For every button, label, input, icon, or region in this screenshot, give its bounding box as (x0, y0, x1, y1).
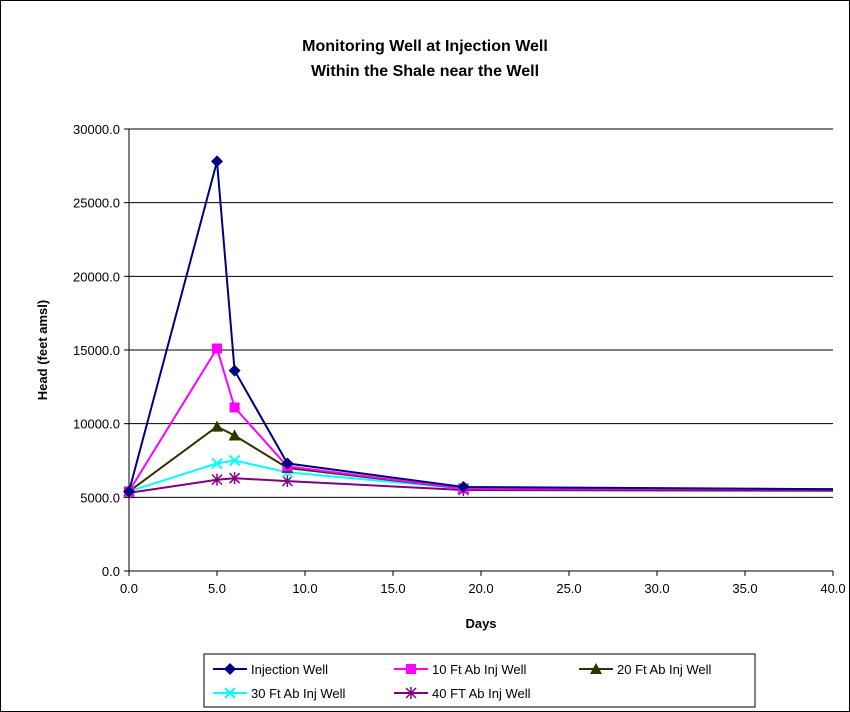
chart-subtitle: Within the Shale near the Well (311, 63, 539, 80)
x-tick-label: 25.0 (556, 581, 581, 596)
legend-box (203, 653, 756, 708)
legend-marker (590, 663, 602, 674)
data-point (211, 155, 223, 168)
series-1 (123, 155, 834, 498)
data-point (281, 475, 293, 488)
series-line (128, 161, 834, 492)
legend-marker (224, 663, 236, 675)
y-axis-ticks: 0.0 5000.0 10000.0 15000.0 20000.0 25000.0 300… (73, 122, 129, 579)
legend-entry: 40 FT Ab Inj Well (394, 686, 531, 701)
x-axis-ticks: 0.0 5.0 10.0 15.0 20.0 25.0 30.0 35.0 40.0 (120, 571, 846, 596)
chart-title: Monitoring Well at Injection Well (302, 38, 548, 55)
series-layer (123, 155, 834, 499)
legend-label: 10 Ft Ab Inj Well (432, 662, 527, 677)
y-tick-label: 15000.0 (73, 343, 120, 358)
legend-marker (406, 664, 416, 674)
x-tick-label: 10.0 (292, 581, 317, 596)
y-tick-label: 5000.0 (80, 490, 120, 505)
legend-label: Injection Well (251, 662, 328, 677)
y-axis-label: Head (feet amsl) (35, 300, 50, 400)
data-point (229, 402, 240, 413)
y-tick-label: 0.0 (102, 564, 120, 579)
legend: Injection Well 10 Ft Ab Inj Well 20 Ft Ab … (203, 653, 756, 708)
x-tick-label: 0.0 (120, 581, 138, 596)
series-line (128, 477, 834, 494)
series-line (128, 346, 834, 492)
legend-entry: 20 Ft Ab Inj Well (579, 662, 712, 677)
legend-marker (405, 687, 417, 699)
x-tick-label: 15.0 (380, 581, 405, 596)
data-point (229, 472, 241, 485)
legend-label: 20 Ft Ab Inj Well (617, 662, 712, 677)
y-tick-label: 30000.0 (73, 122, 120, 137)
data-point (212, 343, 222, 354)
legend-entry: Injection Well (213, 662, 328, 677)
x-tick-label: 40.0 (820, 581, 845, 596)
x-tick-label: 5.0 (208, 581, 226, 596)
data-point (211, 473, 223, 486)
data-point (281, 457, 294, 470)
data-point (228, 454, 241, 467)
legend-entry: 30 Ft Ab Inj Well (213, 686, 346, 701)
legend-marker (224, 687, 236, 699)
legend-label: 30 Ft Ab Inj Well (251, 686, 346, 701)
y-tick-label: 25000.0 (73, 196, 120, 211)
data-point (228, 364, 241, 377)
data-point (123, 485, 135, 498)
y-tick-label: 10000.0 (73, 417, 120, 432)
y-tick-label: 20000.0 (73, 269, 120, 284)
legend-entry: 10 Ft Ab Inj Well (394, 662, 527, 677)
x-tick-label: 20.0 (468, 581, 493, 596)
data-point (211, 457, 223, 470)
data-point (457, 481, 470, 494)
x-tick-label: 30.0 (644, 581, 669, 596)
x-tick-label: 35.0 (732, 581, 757, 596)
x-axis-label: Days (465, 616, 496, 631)
gridlines (129, 128, 833, 498)
data-point (211, 420, 223, 432)
data-point (228, 429, 241, 441)
legend-label: 40 FT Ab Inj Well (432, 686, 531, 701)
